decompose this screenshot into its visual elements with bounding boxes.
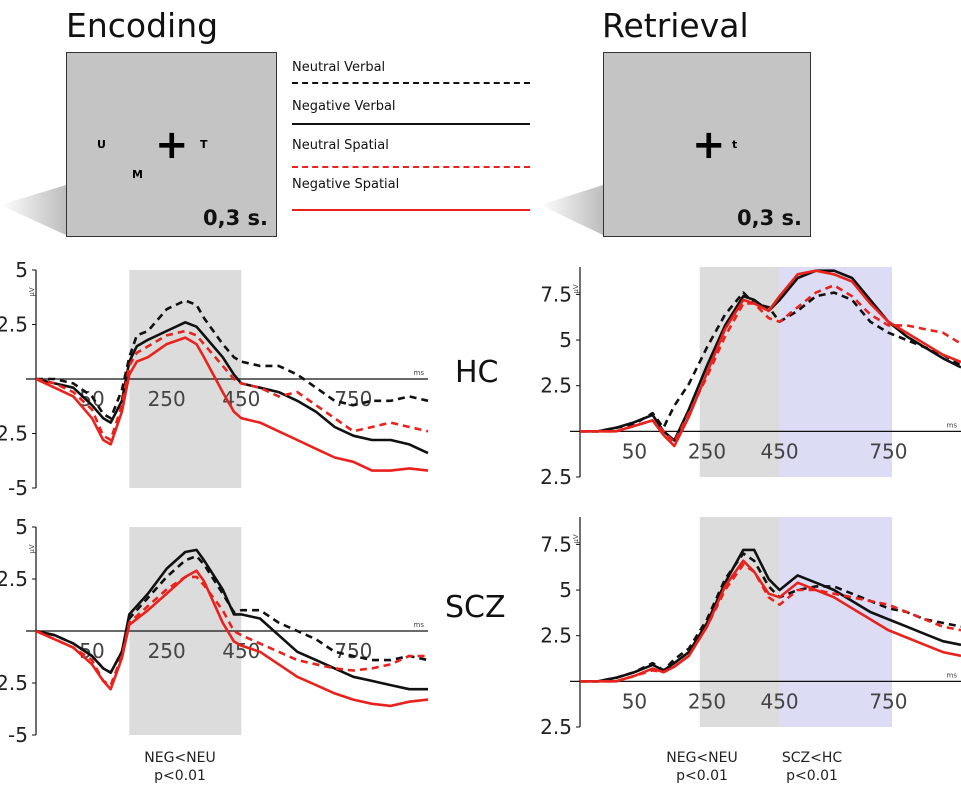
stat-line: p<0.01 (154, 768, 206, 784)
x-tick-label: 250 (148, 639, 186, 663)
legend-entry-negative-verbal: Negative Verbal (292, 99, 530, 125)
retrieval-scz-chart: 7.5 5 2.5 -2.5 µV ms 50 250 450 750 (540, 517, 961, 739)
y-tick-label: 2.5 (540, 374, 572, 398)
y-tick-label: 2.5 (0, 567, 28, 591)
legend-label: Neutral Verbal (292, 60, 386, 75)
legend-label: Neutral Spatial (292, 138, 389, 153)
stat-line: NEG<NEU (144, 750, 216, 766)
x-tick-label: 750 (869, 439, 907, 463)
encoding-stimulus-shadow (0, 185, 66, 235)
series-line-neutral-verbal (36, 299, 429, 420)
y-tick-label: 2.5 (0, 313, 28, 337)
legend-label: Negative Verbal (292, 99, 396, 114)
x-tick-label: 750 (334, 387, 372, 411)
y-tick-label: -5 (8, 723, 28, 745)
retrieval-stimulus-shadow (540, 185, 603, 235)
series-line-negative-spatial (580, 269, 961, 448)
series-line-neutral-spatial (35, 329, 429, 442)
legend-label: Negative Spatial (292, 177, 400, 192)
legend-entry-neutral-spatial: Neutral Spatial (292, 138, 530, 168)
stat-line: p<0.01 (786, 768, 838, 784)
y-tick-label: 5 (15, 515, 28, 539)
x-tick-label: 50 (622, 689, 647, 713)
x-unit-label: ms (414, 369, 425, 377)
stat-line: SCZ<HC (781, 750, 843, 766)
legend-line-dashed-black (292, 82, 530, 84)
y-tick-label: -2.5 (0, 671, 28, 695)
retrieval-stat-neg-neu: NEG<NEU p<0.01 (652, 749, 752, 785)
y-tick-label: 5 (559, 328, 572, 352)
stimulus-letter: M (132, 168, 143, 181)
legend-entry-neutral-verbal: Neutral Verbal (292, 60, 530, 84)
legend-line-dashed-red (292, 166, 530, 168)
retrieval-title: Retrieval (602, 6, 749, 45)
stimulus-letter: U (97, 138, 106, 151)
fixation-cross-icon: + (155, 122, 189, 168)
legend-line-solid-red (292, 209, 530, 211)
x-unit-label: ms (947, 671, 958, 679)
y-tick-label: 5 (15, 258, 28, 282)
legend-line-solid-black (292, 123, 530, 125)
series-line-neutral-verbal (580, 552, 961, 683)
retrieval-hc-chart: 7.5 5 2.5 -2.5 µV ms 50 250 450 750 (540, 267, 961, 489)
y-tick-label: -2.5 (540, 465, 572, 489)
y-unit-label: µV (28, 544, 36, 553)
stat-line: p<0.01 (676, 768, 728, 784)
series-line-neutral-spatial (580, 284, 961, 444)
series-line-negative-spatial (35, 336, 429, 472)
stimulus-letter: T (200, 138, 208, 151)
analysis-window-gray (699, 517, 780, 727)
fixation-cross-icon: + (692, 122, 726, 168)
x-tick-label: 450 (760, 439, 798, 463)
x-tick-label: 750 (869, 689, 907, 713)
retrieval-stat-scz-hc: SCZ<HC p<0.01 (762, 749, 862, 785)
x-unit-label: ms (947, 421, 958, 429)
y-tick-label: 2.5 (540, 624, 572, 648)
x-tick-label: 250 (688, 439, 726, 463)
encoding-title: Encoding (66, 6, 219, 45)
x-tick-label: 50 (622, 439, 647, 463)
x-tick-label: 450 (760, 689, 798, 713)
series-line-negative-verbal (35, 548, 428, 691)
series-line-neutral-spatial (580, 563, 961, 683)
y-tick-label: 7.5 (540, 532, 572, 556)
y-tick-label: -2.5 (540, 715, 572, 739)
series-line-negative-verbal (580, 548, 961, 683)
y-unit-label: µV (28, 287, 36, 296)
y-unit-label: µV (572, 534, 580, 543)
series-line-negative-spatial (35, 569, 429, 708)
stimulus-letter: t (732, 138, 738, 151)
x-tick-label: 250 (688, 689, 726, 713)
stat-line: NEG<NEU (666, 750, 738, 766)
y-tick-label: 5 (559, 578, 572, 602)
legend-entry-negative-spatial: Negative Spatial (292, 177, 530, 213)
y-tick-label: -2.5 (0, 422, 28, 446)
y-tick-label: -5 (8, 476, 28, 500)
group-label-hc: HC (455, 355, 499, 390)
group-label-scz: SCZ (445, 590, 506, 625)
x-tick-label: 450 (222, 387, 260, 411)
stimulus-duration: 0,3 s. (737, 206, 802, 230)
y-tick-label: 7.5 (540, 282, 572, 306)
retrieval-stimulus: + t 0,3 s. (603, 52, 811, 237)
stimulus-duration: 0,3 s. (203, 206, 268, 230)
series-line-negative-verbal (35, 321, 429, 455)
x-tick-label: 250 (148, 387, 186, 411)
x-unit-label: ms (414, 621, 425, 629)
encoding-stimulus: U T M + 0,3 s. (66, 52, 277, 237)
series-line-neutral-verbal (35, 554, 429, 674)
series-line-negative-spatial (580, 559, 961, 683)
y-unit-label: µV (572, 284, 580, 293)
encoding-stat-neg-neu: NEG<NEU p<0.01 (125, 749, 235, 785)
